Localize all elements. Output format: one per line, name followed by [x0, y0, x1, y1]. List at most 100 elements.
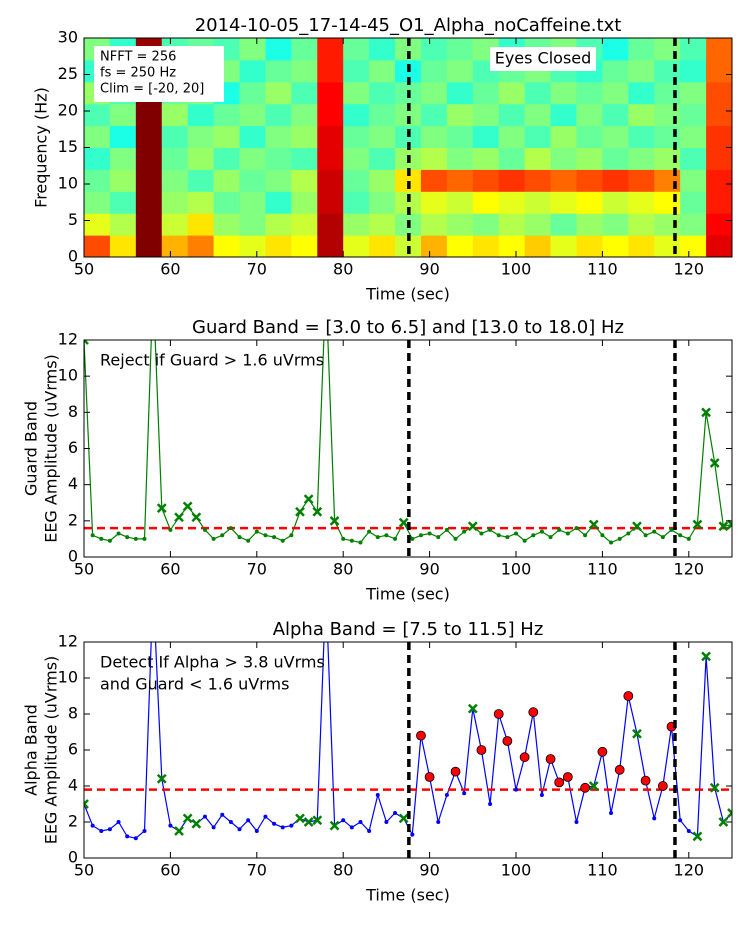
spectrogram-cell [680, 59, 707, 83]
spectrogram-cell [291, 38, 318, 61]
data-point [522, 538, 527, 543]
spectrogram-cell [135, 191, 163, 214]
spectrogram-cell [317, 169, 344, 192]
spectrogram-cell [472, 235, 500, 257]
data-point [453, 536, 458, 541]
spectrogram-cell [135, 213, 163, 236]
spectrogram-cell [654, 147, 681, 170]
data-point [107, 827, 112, 832]
x-tick-label: 80 [333, 260, 353, 279]
spectrogram-cell [472, 125, 500, 148]
detect-marker [614, 764, 625, 775]
x-tick-label: 110 [587, 260, 618, 279]
reject-marker [709, 782, 720, 793]
data-point [133, 836, 138, 841]
spectrogram-cell [135, 169, 163, 192]
data-point [539, 529, 544, 534]
data-point [375, 793, 380, 797]
spectrogram-cell [239, 125, 266, 148]
spectrogram-cell [706, 81, 732, 105]
y-axis-label: Frequency (Hz) [32, 87, 51, 208]
x-tick-label: 80 [333, 560, 353, 579]
data-point [341, 536, 346, 541]
spectrogram-cell [239, 38, 266, 61]
spectrogram-cell [317, 213, 344, 236]
y-tick-label: 8 [68, 402, 78, 421]
reject-marker [632, 521, 642, 532]
data-point [643, 533, 648, 538]
spectrogram-cell [239, 147, 266, 170]
x-tick-label: 120 [674, 861, 705, 880]
data-point [583, 533, 588, 538]
spectrogram-cell [628, 125, 655, 148]
spectrogram-cell [265, 59, 292, 83]
reject-marker [295, 813, 305, 824]
reject-marker [398, 813, 409, 824]
data-point [168, 527, 173, 532]
spectrogram-cell [550, 81, 577, 105]
data-point [358, 540, 363, 545]
y-tick-label: 25 [58, 64, 78, 83]
data-point [514, 531, 518, 536]
y-axis-label: EEG Amplitude (uVrms) [42, 354, 61, 543]
spectrogram-cell [369, 125, 396, 148]
detect-marker [493, 709, 504, 719]
spectrogram-cell [446, 169, 474, 192]
spectrogram-cell [654, 213, 681, 236]
spectrogram-cell [239, 81, 266, 105]
spectrogram-cell [498, 169, 526, 192]
x-tick-label: 120 [674, 260, 705, 279]
reject-marker [149, 282, 157, 290]
spectrogram-cell [706, 59, 732, 83]
y-tick-label: 2 [68, 812, 78, 831]
x-tick-label: 70 [247, 260, 267, 279]
x-tick-label: 60 [160, 560, 180, 579]
spectrogram-cell [680, 235, 707, 257]
chart-title: Alpha Band = [7.5 to 11.5] Hz [273, 619, 544, 640]
detect-marker [528, 707, 539, 718]
data-point [99, 536, 104, 541]
reject-marker [709, 458, 720, 468]
reject-marker [701, 651, 711, 662]
spectrogram-cell [420, 169, 448, 192]
reject-marker [329, 515, 340, 526]
info-text: fs = 250 Hz [100, 66, 176, 81]
spectrogram-cell [291, 191, 318, 214]
spectrogram-cell [602, 169, 629, 192]
data-point [686, 829, 691, 833]
y-axis-label: Alpha Band [22, 704, 41, 796]
spectrogram-cell [213, 169, 241, 192]
spectrogram-cell [524, 191, 552, 214]
x-tick-label: 70 [247, 560, 267, 579]
spectrogram-cell [706, 38, 732, 61]
data-point [375, 535, 380, 540]
data-point [125, 535, 130, 540]
spectrogram-cell [602, 103, 629, 127]
y-tick-label: 6 [68, 438, 78, 457]
spectrogram-cell [265, 191, 292, 214]
reject-marker [303, 494, 314, 505]
reject-marker [84, 340, 89, 345]
spectrogram-cell [472, 103, 500, 127]
x-tick-label: 50 [74, 861, 94, 880]
spectrogram-cell [109, 235, 137, 257]
data-point [427, 531, 432, 536]
data-point [436, 535, 441, 540]
spectrogram-cell [109, 169, 137, 192]
spectrogram-cell [84, 147, 111, 170]
spectrogram-cell [161, 125, 189, 148]
spectrogram-cell [84, 235, 111, 257]
data-point [626, 531, 631, 536]
data-point [660, 535, 665, 540]
spectrogram-cell [498, 235, 526, 257]
spectrogram-cell [265, 213, 292, 236]
spectrogram-cell [369, 38, 396, 61]
spectrogram-cell [706, 191, 732, 214]
spectrogram-cell [446, 125, 474, 148]
spectrogram-cell [576, 191, 603, 214]
reject-marker [312, 506, 323, 517]
spectrogram-cell [680, 81, 707, 105]
x-tick-label: 80 [333, 861, 353, 880]
reject-marker [156, 773, 167, 784]
